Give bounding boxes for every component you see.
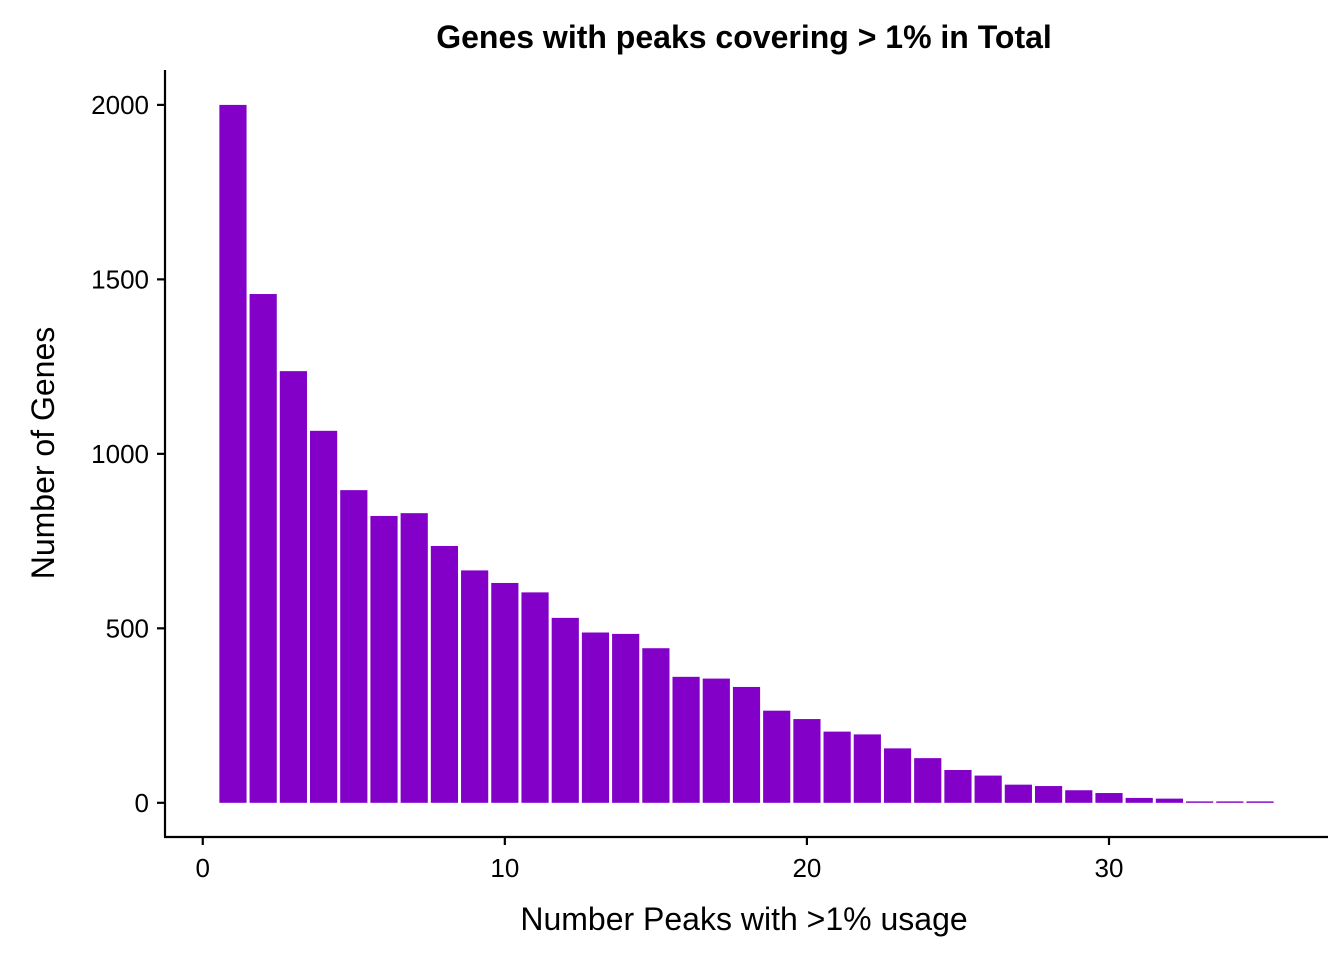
bar-28 [1034, 786, 1063, 803]
y-tick-label-1500: 1500 [91, 264, 149, 294]
bar-8 [430, 545, 459, 803]
bar-1 [219, 104, 247, 803]
bar-7 [400, 513, 428, 803]
bar-33 [1186, 801, 1214, 803]
bar-14 [612, 633, 640, 803]
y-axis-ticks: 0 500 1000 1500 2000 [91, 90, 165, 818]
bar-26 [974, 775, 1002, 803]
bar-30 [1095, 793, 1123, 803]
bar-15 [642, 648, 670, 803]
x-tick-label-20: 20 [792, 853, 821, 883]
x-tick-label-10: 10 [490, 853, 519, 883]
chart-title: Genes with peaks covering > 1% in Total [436, 19, 1052, 55]
bar-5 [340, 490, 368, 803]
bar-4 [310, 430, 338, 803]
x-axis-label: Number Peaks with >1% usage [520, 901, 967, 937]
bar-22 [853, 734, 881, 803]
y-axis-label: Number of Genes [25, 327, 61, 580]
bar-31 [1125, 797, 1153, 803]
y-tick-label-2000: 2000 [91, 90, 149, 120]
bars-group [219, 104, 1274, 803]
bar-17 [702, 678, 730, 803]
bar-16 [672, 676, 700, 803]
bar-2 [249, 294, 277, 803]
bar-6 [370, 515, 398, 803]
bar-9 [461, 570, 489, 803]
bar-19 [763, 710, 791, 803]
bar-21 [823, 731, 851, 803]
bar-23 [883, 748, 912, 803]
x-tick-label-0: 0 [196, 853, 210, 883]
bar-3 [279, 371, 307, 803]
y-tick-label-0: 0 [135, 788, 149, 818]
bar-34 [1216, 801, 1244, 803]
bar-35 [1246, 801, 1274, 803]
bar-12 [551, 617, 579, 803]
bar-29 [1065, 790, 1093, 803]
bar-24 [914, 758, 942, 803]
bar-32 [1155, 798, 1184, 803]
bar-11 [521, 592, 549, 803]
bar-18 [732, 686, 761, 803]
y-tick-label-1000: 1000 [91, 439, 149, 469]
bar-20 [793, 719, 821, 803]
bar-13 [581, 632, 610, 803]
x-axis-ticks: 0 10 20 30 [196, 837, 1124, 883]
bar-27 [1004, 784, 1032, 803]
bar-25 [944, 770, 972, 803]
x-tick-label-30: 30 [1095, 853, 1124, 883]
y-tick-label-500: 500 [106, 613, 149, 643]
bar-10 [491, 582, 519, 803]
